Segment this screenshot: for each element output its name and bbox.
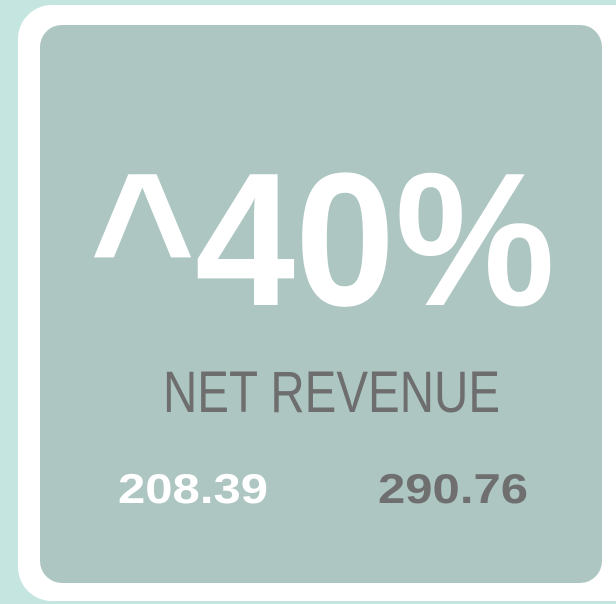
card	[40, 25, 602, 583]
value-left: 208.39	[118, 465, 268, 512]
headline: ^40%	[90, 134, 555, 346]
label: NET REVENUE	[163, 360, 500, 425]
value-right: 290.76	[378, 465, 528, 512]
